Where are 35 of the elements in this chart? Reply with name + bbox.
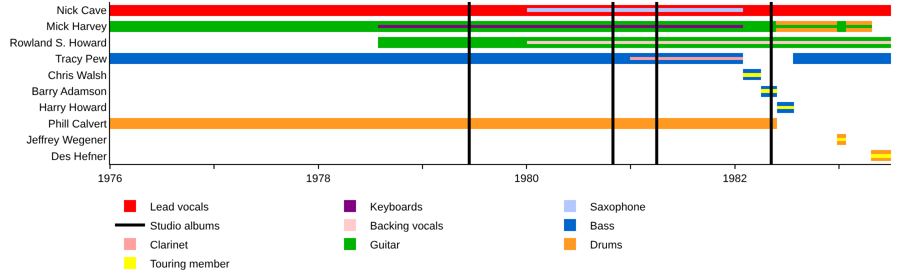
y-tick-label: Phill Calvert xyxy=(48,118,107,130)
bar xyxy=(743,73,761,77)
legend-label: Studio albums xyxy=(150,220,220,232)
bar xyxy=(777,106,794,109)
bar xyxy=(630,57,743,60)
legend-label: Clarinet xyxy=(150,239,188,252)
y-tick-label: Rowland S. Howard xyxy=(10,37,107,50)
legend-label: Keyboards xyxy=(370,201,424,214)
y-tick-label: Harry Howard xyxy=(38,102,107,114)
bar xyxy=(110,53,743,64)
legend-label: Lead vocals xyxy=(150,201,210,214)
legend-label: Bass xyxy=(590,220,615,232)
legend-label: Saxophone xyxy=(590,201,646,214)
y-tick-label: Barry Adamson xyxy=(32,86,107,98)
y-tick-label: Mick Harvey xyxy=(46,21,108,34)
legend-label: Backing vocals xyxy=(370,220,444,232)
legend-label: Guitar xyxy=(370,239,400,252)
y-tick-label: Chris Walsh xyxy=(48,70,107,82)
bar xyxy=(871,154,891,158)
bar xyxy=(793,53,891,64)
y-tick-label: Nick Cave xyxy=(56,4,107,17)
x-tick-label: 1978 xyxy=(306,173,331,186)
y-tick-label: Jeffrey Wegener xyxy=(26,134,108,147)
legend-label: Drums xyxy=(590,239,623,252)
bar xyxy=(527,41,891,44)
bar xyxy=(837,138,846,141)
x-tick-label: 1976 xyxy=(98,173,122,186)
bar xyxy=(527,8,743,12)
x-tick-label: 1980 xyxy=(514,173,539,186)
legend-label: Touring member xyxy=(150,258,230,270)
y-tick-label: Tracy Pew xyxy=(55,54,107,66)
x-tick-label: 1982 xyxy=(722,173,748,186)
y-tick-label: Des Hefner xyxy=(51,150,108,163)
bar xyxy=(110,118,777,129)
bar xyxy=(378,25,743,28)
